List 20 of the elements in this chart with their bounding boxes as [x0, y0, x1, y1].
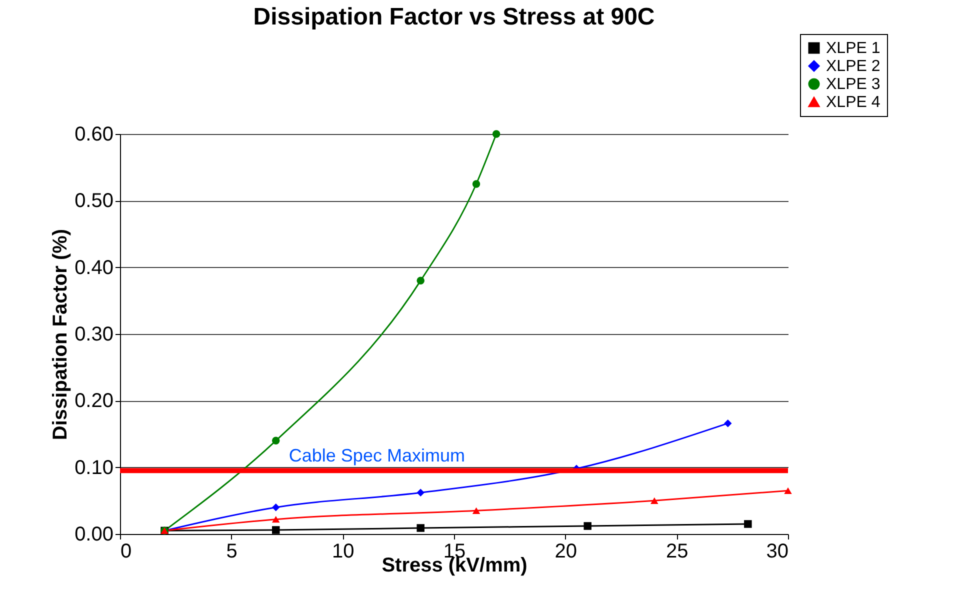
x-tick-label: 5 — [226, 540, 238, 562]
y-tick-label: 0.00 — [74, 524, 114, 546]
ref-line-label: Cable Spec Maximum — [288, 446, 465, 466]
legend-label: XLPE 3 — [826, 76, 880, 93]
y-tick-label: 0.10 — [74, 456, 114, 479]
y-tick-label: 0.30 — [74, 324, 114, 346]
y-tick-label: 0.50 — [74, 190, 114, 212]
y-axis-title: Dissipation Factor (%) — [50, 228, 72, 440]
legend-label: XLPE 4 — [826, 94, 880, 111]
x-tick-label: 20 — [554, 540, 577, 562]
legend-label: XLPE 1 — [826, 40, 880, 57]
y-tick-label: 0.60 — [74, 124, 114, 146]
y-tick-label: 0.20 — [74, 390, 114, 412]
legend-label: XLPE 2 — [826, 58, 880, 75]
y-tick-label: 0.40 — [74, 256, 114, 279]
x-tick-label: 10 — [332, 540, 354, 562]
x-tick-label: 0 — [120, 540, 132, 562]
x-tick-label: 25 — [666, 540, 688, 562]
x-tick-label: 30 — [766, 540, 788, 562]
chart-title: Dissipation Factor vs Stress at 90C — [253, 4, 655, 30]
